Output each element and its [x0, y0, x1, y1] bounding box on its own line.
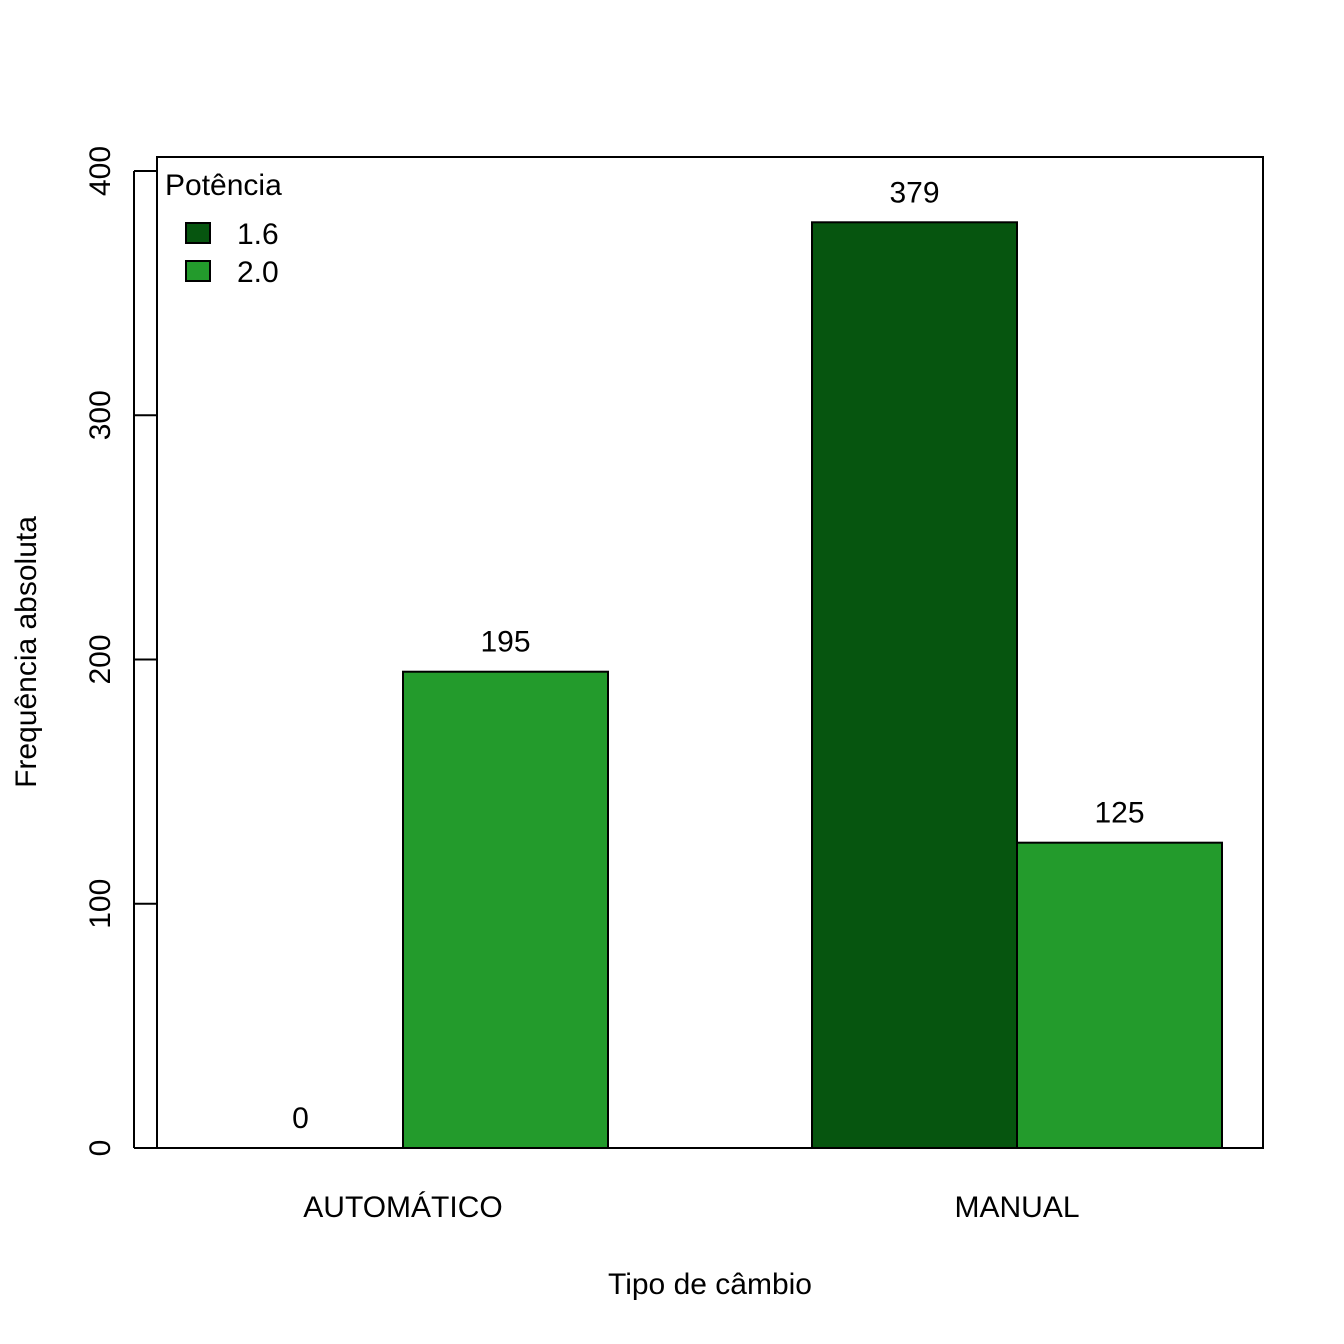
bar-manual-1.6: [811, 221, 1018, 1150]
x-tick-label: MANUAL: [954, 1191, 1079, 1224]
bar-value-label: 125: [1094, 797, 1144, 830]
value-labels-layer: 0 195 379 125: [292, 176, 1144, 1135]
plot-frame: [156, 156, 1264, 1149]
y-axis-label: Frequência absoluta: [10, 516, 43, 788]
legend: Potência 1.6 2.0: [165, 169, 282, 289]
bar-value-label: 195: [480, 626, 530, 659]
y-tick-label: 300: [84, 390, 117, 440]
legend-label: 1.6: [237, 218, 279, 251]
legend-swatch-2.0: [185, 260, 211, 282]
bar-value-label: 0: [292, 1102, 309, 1135]
legend-title: Potência: [165, 169, 282, 202]
y-tick-label: 200: [84, 634, 117, 684]
y-tick-label: 0: [84, 1140, 117, 1157]
x-tick-label: AUTOMÁTICO: [303, 1191, 502, 1224]
legend-swatch-1.6: [185, 222, 211, 244]
legend-label: 2.0: [237, 256, 279, 289]
x-axis: AUTOMÁTICO MANUAL: [303, 1191, 1079, 1224]
bars-layer: [402, 221, 1223, 1150]
y-tick-label: 400: [84, 146, 117, 196]
y-tick-label: 100: [84, 879, 117, 929]
bar-value-label: 379: [889, 176, 939, 209]
y-axis: 0 100 200 300 400: [84, 146, 157, 1156]
bar-automático-2.0: [402, 670, 609, 1150]
x-axis-label: Tipo de câmbio: [608, 1268, 812, 1301]
bar-manual-2.0: [1016, 841, 1223, 1149]
